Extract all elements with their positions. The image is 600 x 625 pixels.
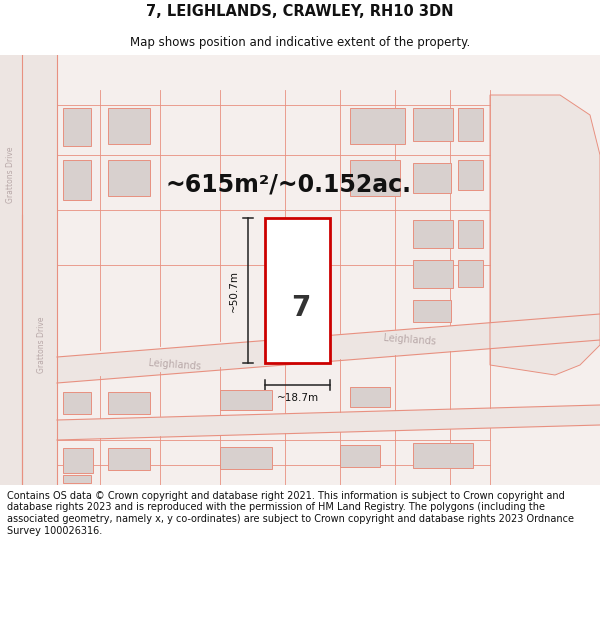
Bar <box>458 160 483 190</box>
Text: Grattons Drive: Grattons Drive <box>7 147 16 203</box>
Text: Grattons Drive: Grattons Drive <box>37 317 47 373</box>
Text: Leighlands: Leighlands <box>383 333 437 347</box>
Text: Map shows position and indicative extent of the property.: Map shows position and indicative extent… <box>130 36 470 49</box>
Polygon shape <box>57 405 600 440</box>
Text: Contains OS data © Crown copyright and database right 2021. This information is : Contains OS data © Crown copyright and d… <box>7 491 574 536</box>
Bar <box>413 108 453 141</box>
Bar <box>340 445 380 467</box>
Bar <box>265 218 330 363</box>
Bar <box>413 443 473 468</box>
Bar <box>458 260 483 287</box>
Bar <box>108 160 150 196</box>
Bar <box>350 160 400 196</box>
Text: ~50.7m: ~50.7m <box>229 269 239 311</box>
Bar <box>63 160 91 200</box>
Bar <box>413 220 453 248</box>
Bar <box>0 55 22 485</box>
Polygon shape <box>490 95 600 375</box>
Bar <box>63 392 91 414</box>
Text: 7: 7 <box>291 294 310 322</box>
Bar <box>108 448 150 470</box>
Bar <box>63 448 93 473</box>
Bar <box>350 108 405 144</box>
Bar <box>220 447 272 469</box>
Polygon shape <box>57 314 600 383</box>
Bar <box>108 392 150 414</box>
Bar <box>22 55 57 485</box>
Bar <box>108 108 150 144</box>
Bar <box>413 260 453 288</box>
Text: 7, LEIGHLANDS, CRAWLEY, RH10 3DN: 7, LEIGHLANDS, CRAWLEY, RH10 3DN <box>146 4 454 19</box>
Text: Leighlands: Leighlands <box>148 358 202 372</box>
Text: ~18.7m: ~18.7m <box>277 393 319 403</box>
Bar <box>350 387 390 407</box>
Bar <box>220 390 272 410</box>
Text: ~615m²/~0.152ac.: ~615m²/~0.152ac. <box>165 173 411 197</box>
Bar <box>458 220 483 248</box>
Bar <box>458 108 483 141</box>
Bar <box>413 163 451 193</box>
Bar <box>63 475 91 483</box>
Bar <box>413 300 451 322</box>
Bar <box>63 108 91 146</box>
